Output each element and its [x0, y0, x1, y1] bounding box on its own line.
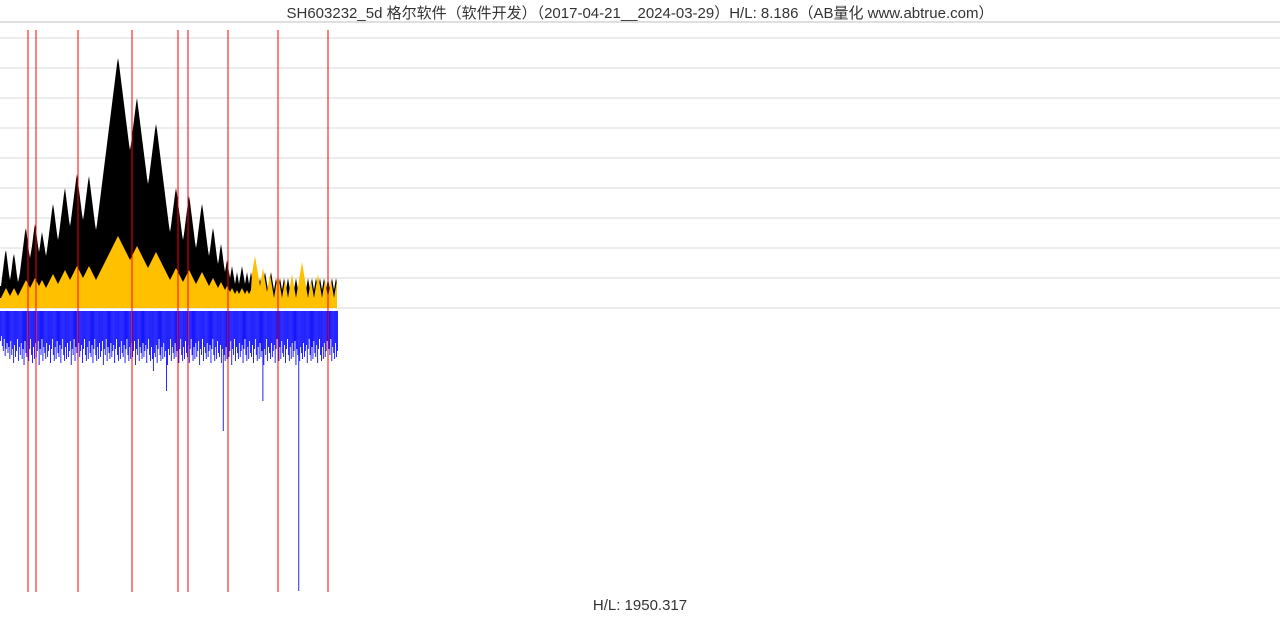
chart-bottom-label: H/L: 1950.317 [0, 597, 1280, 614]
stock-chart [0, 0, 1280, 620]
